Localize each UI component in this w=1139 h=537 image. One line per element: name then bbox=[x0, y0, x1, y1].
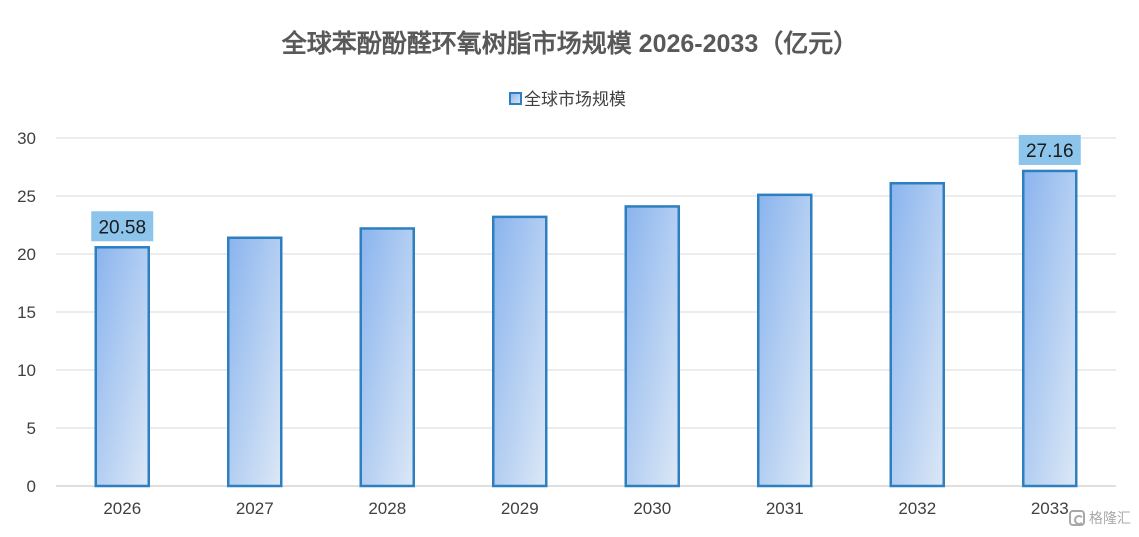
bar-2031 bbox=[757, 193, 813, 488]
legend: 全球市场规模 bbox=[509, 90, 626, 109]
y-tick-label: 10 bbox=[17, 361, 36, 380]
legend-swatch bbox=[509, 92, 522, 105]
bar-2027 bbox=[227, 236, 283, 488]
watermark: 格隆汇 bbox=[1069, 508, 1131, 528]
bars bbox=[94, 169, 1078, 488]
y-axis-ticks: 0 5 10 15 20 25 30 bbox=[17, 129, 36, 496]
bar-2030 bbox=[624, 205, 680, 488]
bar-2032 bbox=[889, 181, 945, 488]
x-tick-label: 2032 bbox=[898, 499, 936, 518]
watermark-text: 格隆汇 bbox=[1089, 510, 1131, 526]
data-label-2033: 27.16 bbox=[1026, 141, 1074, 162]
x-tick-label: 2033 bbox=[1031, 499, 1069, 518]
chart-title: 全球苯酚酚醛环氧树脂市场规模 2026-2033（亿元） bbox=[281, 29, 859, 58]
x-tick-label: 2028 bbox=[368, 499, 406, 518]
data-label-box-2026 bbox=[91, 211, 154, 242]
y-tick-label: 5 bbox=[27, 419, 36, 438]
bar-2026 bbox=[94, 246, 150, 488]
data-label-box-2033 bbox=[1018, 134, 1081, 165]
bar-2029 bbox=[492, 215, 548, 488]
gridlines bbox=[56, 137, 1116, 487]
y-tick-label: 25 bbox=[17, 187, 36, 206]
data-label-2026: 20.58 bbox=[98, 217, 146, 238]
y-tick-label: 30 bbox=[17, 129, 36, 148]
y-tick-label: 15 bbox=[17, 303, 36, 322]
bar-2033 bbox=[1022, 169, 1078, 488]
y-tick-label: 20 bbox=[17, 245, 36, 264]
legend-label: 全球市场规模 bbox=[524, 90, 626, 109]
x-tick-label: 2029 bbox=[501, 499, 539, 518]
x-tick-label: 2027 bbox=[236, 499, 274, 518]
x-axis-ticks: 2026 2027 2028 2029 2030 2031 2032 2033 bbox=[103, 499, 1068, 518]
data-labels: 20.58 27.16 bbox=[91, 134, 1081, 242]
x-tick-label: 2031 bbox=[766, 499, 804, 518]
x-tick-label: 2026 bbox=[103, 499, 141, 518]
y-tick-label: 0 bbox=[27, 477, 36, 496]
gelonghui-logo-icon bbox=[1069, 510, 1085, 526]
x-tick-label: 2030 bbox=[633, 499, 671, 518]
bar-2028 bbox=[359, 227, 415, 488]
